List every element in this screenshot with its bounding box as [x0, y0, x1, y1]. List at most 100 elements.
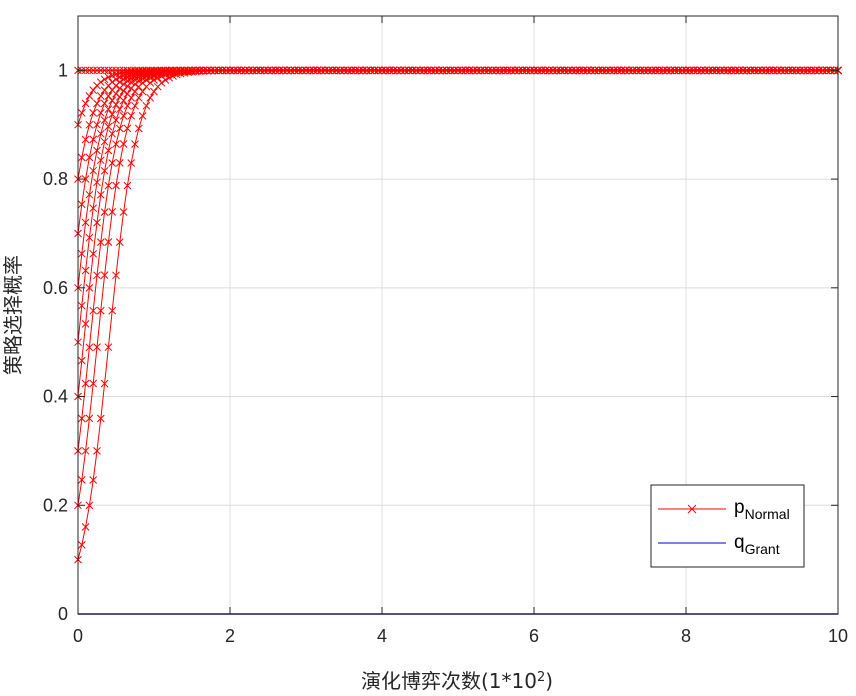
series-p-normal-point: [191, 66, 200, 75]
series-p-normal-point: [283, 66, 291, 75]
series-p-normal-point: [77, 153, 86, 162]
legend-label-p-normal: pNormal: [734, 497, 790, 522]
series-p-normal-point: [142, 66, 151, 75]
series-p-normal-point: [245, 66, 253, 75]
series-p-normal-point: [632, 66, 641, 75]
series-p-normal-point: [134, 66, 143, 75]
series-p-normal-point: [77, 301, 86, 310]
series-p-normal-point: [100, 66, 109, 75]
series-p-normal-point: [659, 66, 668, 75]
series-p-normal-point: [423, 66, 432, 75]
series-p-normal-point: [526, 66, 535, 75]
series-p-normal-point: [138, 87, 147, 96]
series-p-normal-point: [104, 181, 113, 190]
series-p-normal-point: [267, 66, 276, 75]
series-p-normal-point: [522, 66, 531, 75]
y-tick-label: 0: [58, 604, 68, 624]
series-p-normal-point: [693, 66, 702, 75]
ticks: 0 2 4 6 8 10 0 0.2 0.4 0.6 0.8 1: [43, 16, 848, 646]
series-p-normal-point: [252, 66, 261, 75]
series-p-normal-point: [374, 66, 383, 75]
series-p-normal-point: [309, 66, 318, 75]
series-p-normal-point: [389, 66, 398, 75]
series-p-normal-point: [640, 66, 649, 75]
series-p-normal-point: [93, 178, 101, 187]
series-p-normal-point: [108, 159, 117, 167]
series-p-normal-point: [598, 66, 607, 75]
series-p-normal-point: [302, 66, 310, 75]
series-p-normal-point: [651, 66, 660, 75]
series-p-normal-point: [85, 233, 94, 242]
series-p-normal-point: [77, 109, 86, 117]
series-p-normal-point: [146, 93, 155, 102]
series-p-normal-point: [682, 66, 690, 75]
series-p-normal-point: [81, 99, 90, 108]
series-p-normal-point: [324, 66, 333, 75]
series-p-normal-point: [799, 66, 808, 75]
series-p-normal-point: [758, 66, 766, 75]
series-p-normal-point: [134, 93, 143, 102]
series-p-normal-point: [492, 66, 500, 75]
series-p-normal-point: [442, 66, 451, 75]
series-p-normal-point: [85, 343, 94, 352]
series-p-normal-point: [89, 249, 98, 258]
series-p-normal-point: [777, 66, 785, 75]
series-p-normal-point: [108, 78, 117, 86]
series-p-normal-point: [100, 166, 109, 175]
series-p-normal-point: [803, 66, 812, 75]
series-p-normal-point: [507, 66, 516, 75]
y-tick-label: 1: [58, 60, 68, 80]
series-p-normal-point: [518, 66, 527, 75]
series-p-normal-point: [583, 66, 592, 75]
x-axis-title-sup: 2: [537, 670, 545, 685]
series-p-normal-point: [89, 135, 98, 144]
series-p-normal-point: [655, 66, 664, 75]
series-p-normal-point: [119, 112, 128, 120]
series-p-normal-point: [210, 66, 219, 75]
series-p-normal-point: [826, 66, 835, 75]
series-p-normal-point: [241, 66, 250, 75]
series-p-normal-point: [81, 218, 90, 227]
series-p-normal-point: [119, 140, 128, 148]
series-p-normal-point: [218, 66, 227, 75]
series-p-normal-point: [169, 66, 177, 75]
series-p-normal-point: [96, 109, 105, 117]
legend-label-q-sub: Grant: [745, 541, 780, 557]
series-p-normal-point: [400, 66, 409, 75]
series-p-normal-point: [347, 66, 356, 75]
series-p-normal-point: [279, 66, 288, 75]
series-p-normal-point: [298, 66, 307, 75]
series-p-normal-point: [248, 66, 257, 75]
series-p-normal-point: [96, 190, 105, 199]
x-tick-label: 8: [681, 626, 691, 646]
series-p-normal-point: [77, 200, 86, 209]
series-p-normal-point: [96, 306, 105, 315]
series-p-normal-point: [93, 146, 101, 155]
series-p-normal-point: [264, 66, 272, 75]
series-p-normal-point: [552, 66, 561, 75]
series-p-normal-point: [435, 66, 443, 75]
series-p-normal-point: [720, 66, 728, 75]
series-p-normal-point: [666, 66, 675, 75]
series-p-normal-point: [393, 66, 402, 75]
series-p-normal-point: [765, 66, 774, 75]
series-p-normal-point: [644, 66, 652, 75]
series-p-normal-point: [123, 181, 132, 190]
series-p-normal-point: [355, 66, 364, 75]
series-p-normal-point: [131, 66, 139, 75]
series-p-normal-point: [792, 66, 801, 75]
series-p-normal-point: [131, 140, 139, 148]
series-p-normal-point: [609, 66, 618, 75]
series-p-normal-point: [457, 66, 466, 75]
series-p-normal-point: [708, 66, 717, 75]
series-p-normal-point: [818, 66, 827, 75]
series-p-normal-point: [161, 66, 170, 75]
series-p-normal-point: [545, 66, 554, 75]
series-p-normal-point: [85, 153, 94, 162]
series-p-normal-point: [226, 66, 234, 75]
series-p-normal-point: [104, 238, 113, 246]
series-p-normal-point: [575, 66, 584, 75]
series-p-normal-point: [621, 66, 630, 75]
